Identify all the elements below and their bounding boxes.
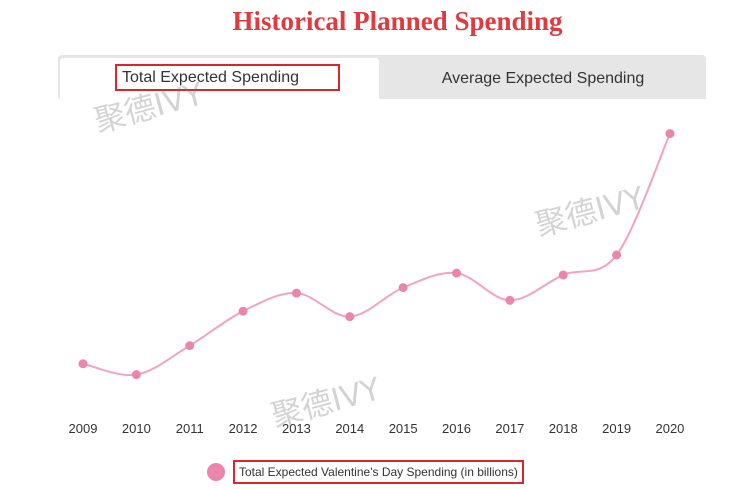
data-point-2017[interactable] xyxy=(505,295,515,305)
x-tick-label: 2016 xyxy=(442,421,471,436)
tab-average-expected-spending[interactable]: Average Expected Spending xyxy=(380,58,706,99)
x-tick-label: 2012 xyxy=(229,421,258,436)
chart-title: Historical Planned Spending xyxy=(232,6,563,36)
x-tick-label: 2018 xyxy=(549,421,578,436)
data-point-2009[interactable] xyxy=(78,359,88,369)
legend-label[interactable]: Total Expected Valentine's Day Spending … xyxy=(239,465,518,479)
x-tick-label: 2011 xyxy=(176,421,204,436)
tab-label: Total Expected Spending xyxy=(122,69,300,86)
data-point-2010[interactable] xyxy=(131,370,141,380)
tab-bar: Total Expected Spending Average Expected… xyxy=(58,55,706,99)
data-point-2016[interactable] xyxy=(452,268,462,278)
data-point-2018[interactable] xyxy=(558,270,568,280)
data-point-2012[interactable] xyxy=(238,306,248,316)
tab-label: Average Expected Spending xyxy=(441,70,645,87)
data-point-2015[interactable] xyxy=(398,283,408,293)
legend-marker[interactable] xyxy=(207,463,225,481)
legend: Total Expected Valentine's Day Spending … xyxy=(206,459,566,485)
x-tick-label: 2014 xyxy=(335,421,364,436)
tab-total-expected-spending[interactable]: Total Expected Spending xyxy=(60,58,379,99)
data-point-2011[interactable] xyxy=(185,341,195,351)
x-tick-label: 2019 xyxy=(602,421,631,436)
data-point-2019[interactable] xyxy=(612,250,622,260)
series-line xyxy=(82,133,671,377)
x-tick-label: 2010 xyxy=(122,421,151,436)
data-point-2014[interactable] xyxy=(345,312,355,322)
data-point-2020[interactable] xyxy=(665,129,675,139)
x-tick-label: 2017 xyxy=(495,421,524,436)
annotation-box: Total Expected Valentine's Day Spending … xyxy=(233,460,524,484)
annotation-box: Total Expected Spending xyxy=(115,64,340,91)
data-point-2013[interactable] xyxy=(291,288,301,298)
x-tick-label: 2009 xyxy=(69,421,98,436)
x-tick-label: 2020 xyxy=(655,421,684,436)
x-tick-label: 2013 xyxy=(282,421,311,436)
line-chart: 2009 2010 2011 2012 2013 2014 2015 2016 2017 2018… xyxy=(69,129,684,436)
x-tick-label: 2015 xyxy=(389,421,418,436)
